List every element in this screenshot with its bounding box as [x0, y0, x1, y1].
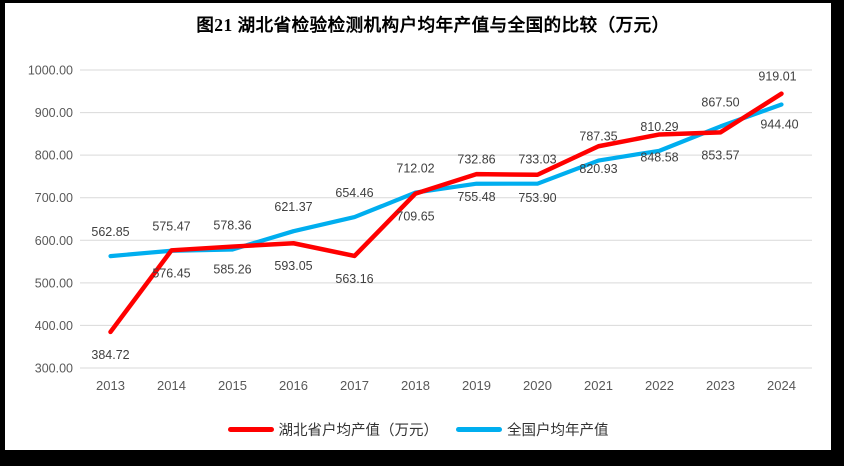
legend-label-national: 全国户均年产值 [507, 422, 609, 439]
x-axis-tick-label: 2023 [706, 378, 735, 393]
data-label: 919.01 [758, 69, 796, 83]
data-label: 576.45 [152, 266, 190, 280]
x-axis-tick-label: 2013 [96, 378, 125, 393]
data-label: 867.50 [701, 95, 739, 109]
x-axis-tick-label: 2016 [279, 378, 308, 393]
data-label: 621.37 [274, 200, 312, 214]
data-label: 709.65 [396, 210, 434, 224]
data-label: 733.03 [518, 153, 556, 167]
data-label: 575.47 [152, 220, 190, 234]
x-axis-tick-label: 2019 [462, 378, 491, 393]
legend-swatch-red-line [227, 426, 274, 432]
y-axis-tick-label: 300.00 [35, 362, 73, 376]
data-label: 654.46 [335, 186, 373, 200]
data-label: 562.85 [91, 225, 129, 239]
x-axis-tick-label: 2024 [767, 378, 796, 393]
legend-label-hubei: 湖北省户均产值（万元） [278, 422, 439, 439]
y-axis-tick-label: 500.00 [35, 276, 73, 290]
series-line-hubei [108, 91, 784, 335]
x-axis-tick-label: 2015 [218, 378, 247, 393]
y-axis-tick-label: 700.00 [35, 191, 73, 205]
x-axis-tick-label: 2014 [157, 378, 186, 393]
data-label: 820.93 [579, 162, 617, 176]
chart-plot-area: 300.00 400.00 500.00 600.00 700.00 800.00 900.… [28, 64, 812, 393]
data-label: 585.26 [213, 263, 251, 277]
legend-item-national: 全国户均年产值 [456, 419, 609, 440]
x-axis-tick-label: 2022 [645, 378, 674, 393]
x-axis-tick-label: 2017 [340, 378, 369, 393]
x-axis-tick-label: 2021 [584, 378, 613, 393]
y-axis-tick-label: 400.00 [35, 319, 73, 333]
data-label: 578.36 [213, 218, 251, 232]
data-label: 712.02 [396, 162, 434, 176]
data-label: 853.57 [701, 148, 739, 162]
data-label: 944.40 [760, 118, 798, 132]
data-label: 593.05 [274, 259, 312, 273]
data-label: 755.48 [457, 190, 495, 204]
chart-title: 图21 湖北省检验检测机构户均年产值与全国的比较（万元） [196, 15, 670, 35]
series-line-national [108, 102, 784, 259]
chart-legend: 湖北省户均产值（万元） 全国户均年产值 [5, 416, 831, 442]
x-axis-tick-label: 2020 [523, 378, 552, 393]
legend-item-hubei: 湖北省户均产值（万元） [227, 419, 439, 440]
data-label: 384.72 [91, 348, 129, 362]
y-axis-tick-label: 1000.00 [28, 64, 73, 78]
y-axis-tick-label: 600.00 [35, 234, 73, 248]
data-label: 563.16 [335, 272, 373, 286]
legend-swatch-blue-line [456, 426, 502, 432]
data-label: 753.90 [518, 191, 556, 205]
x-axis-tick-label: 2018 [401, 378, 430, 393]
data-label: 787.35 [579, 130, 617, 144]
y-axis-tick-label: 900.00 [35, 106, 73, 120]
y-axis-tick-label: 800.00 [35, 149, 73, 163]
data-label: 810.29 [640, 120, 678, 134]
data-label: 848.58 [640, 150, 678, 164]
data-label: 732.86 [457, 153, 495, 167]
